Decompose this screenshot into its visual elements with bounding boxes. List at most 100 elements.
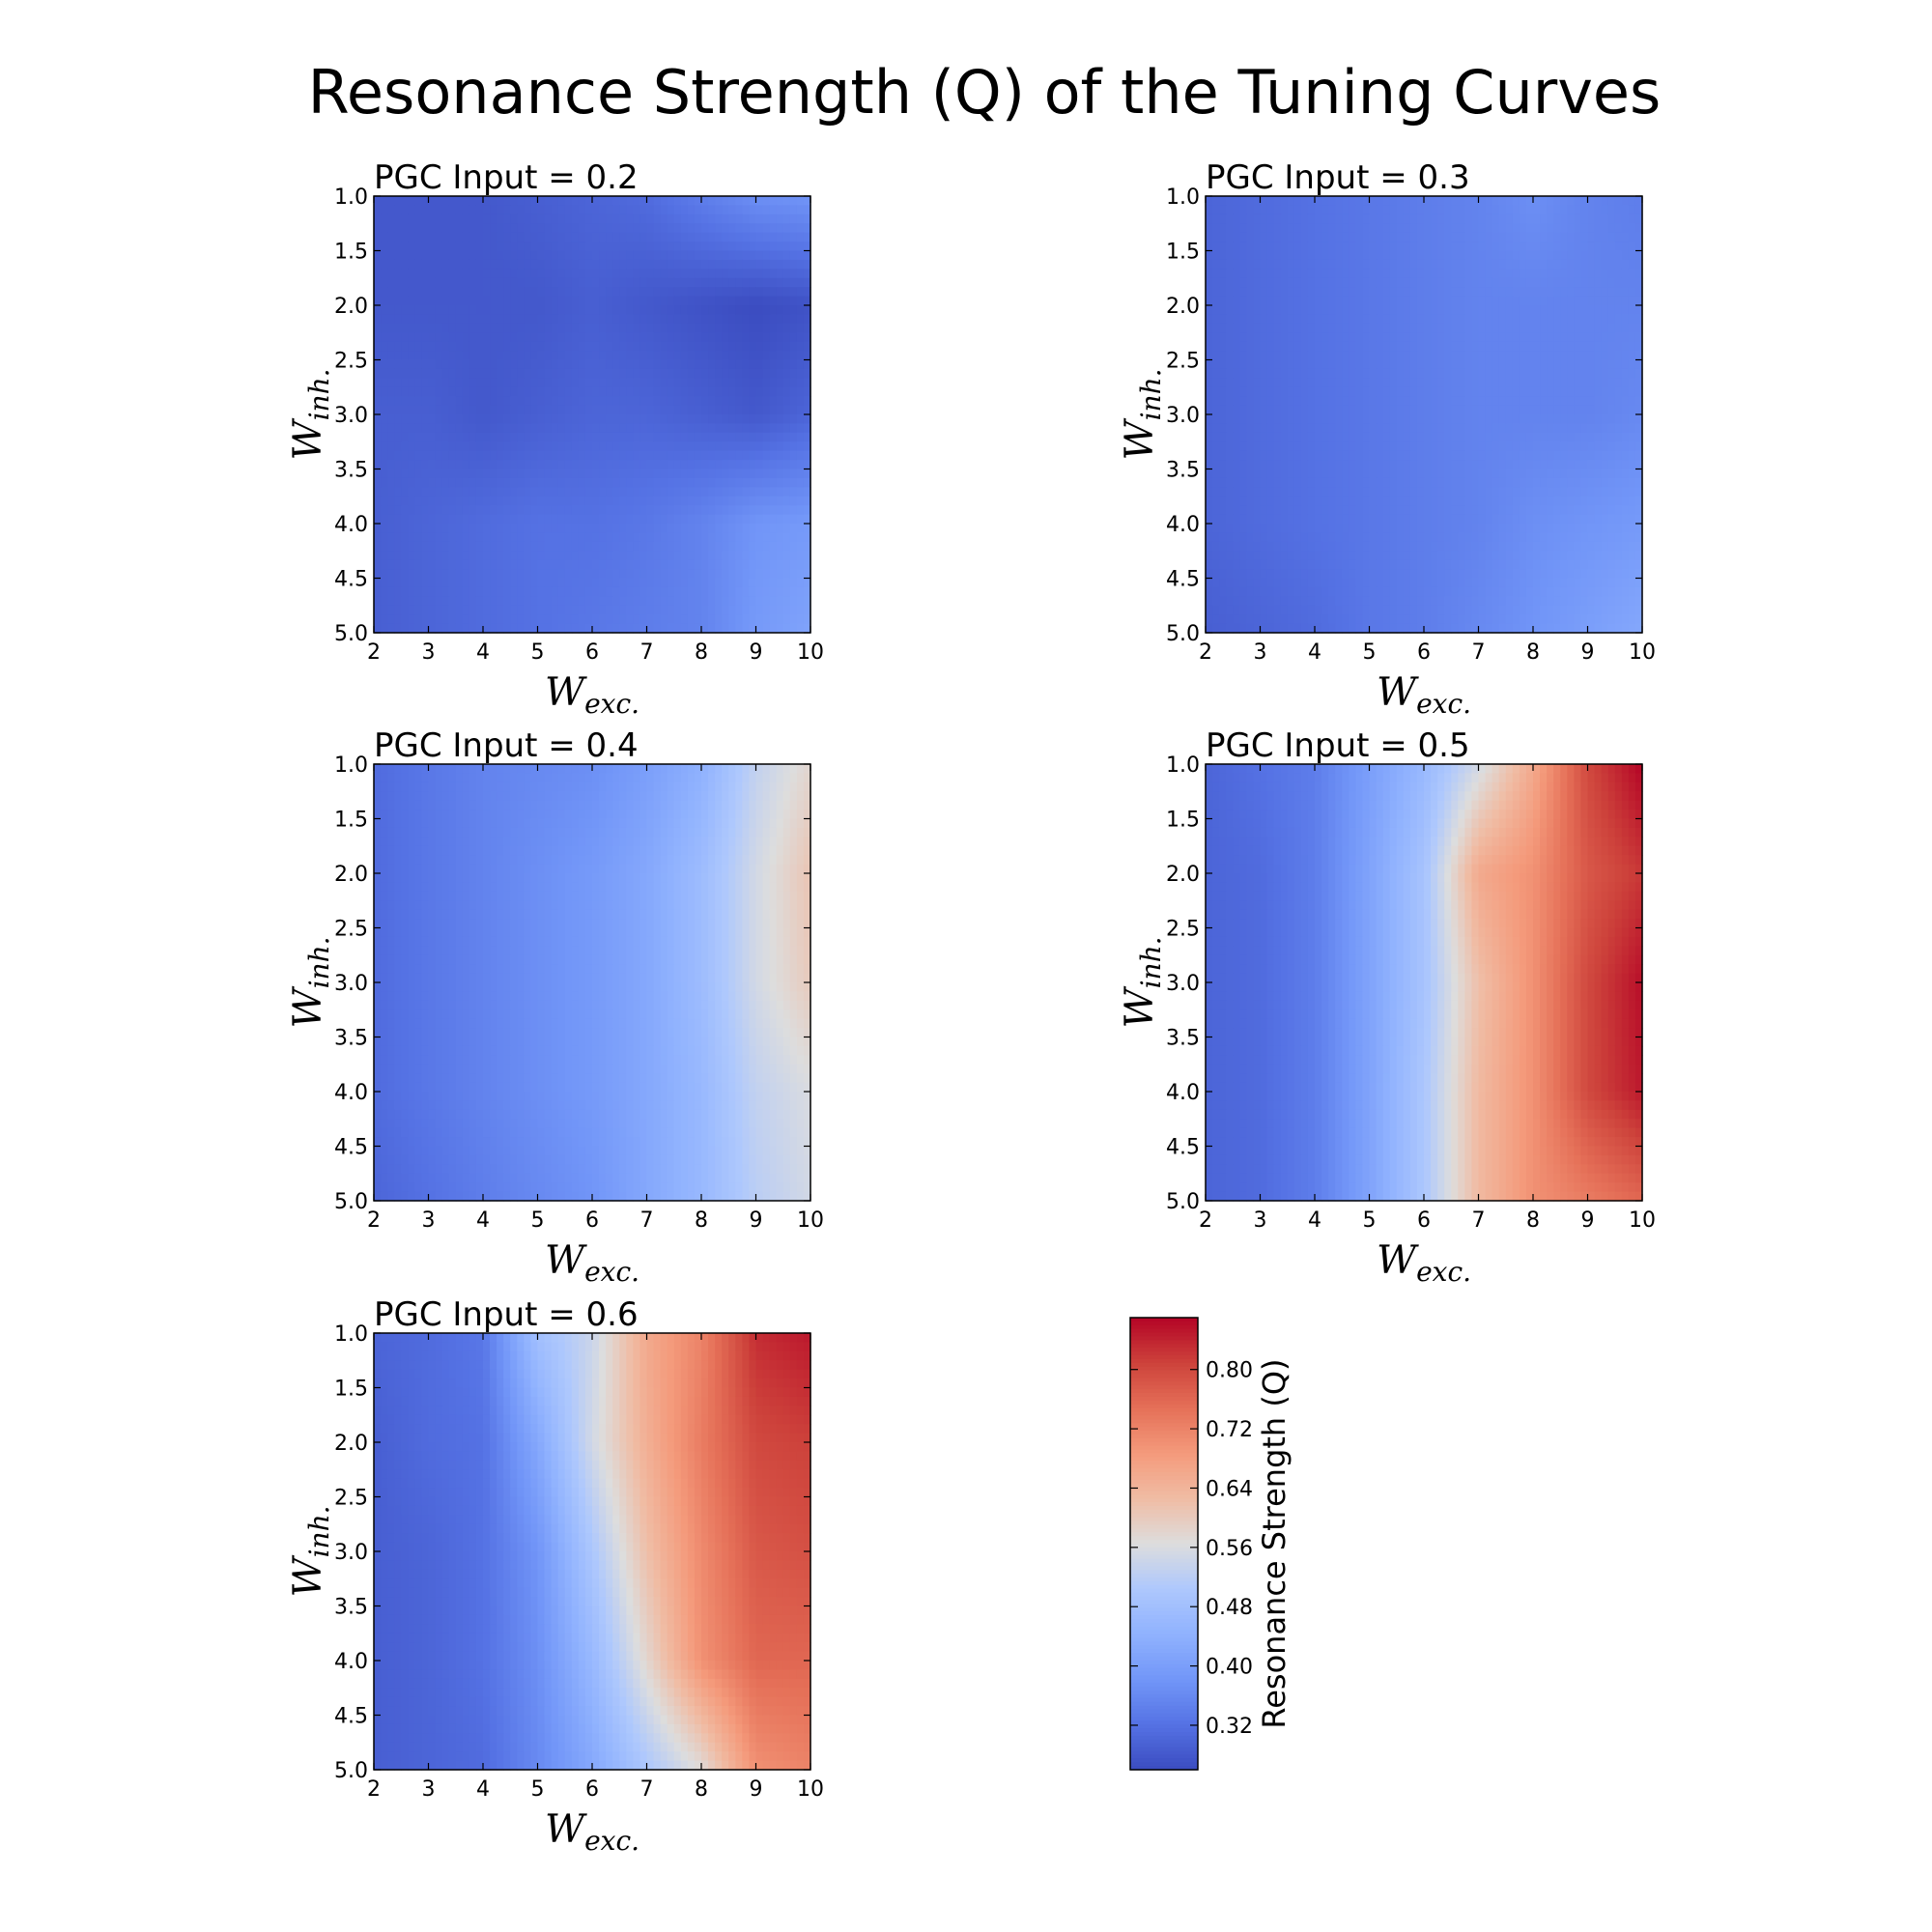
heatmap-cell <box>626 505 634 516</box>
heatmap-cell <box>374 623 382 634</box>
heatmap-cell <box>1335 305 1343 316</box>
heatmap-cell <box>1485 305 1493 316</box>
heatmap-cell <box>749 477 757 488</box>
heatmap-cell <box>1512 432 1520 442</box>
heatmap-cell <box>626 460 634 470</box>
heatmap-cell <box>687 605 696 615</box>
heatmap-cell <box>387 359 395 370</box>
heatmap-cell <box>469 623 477 634</box>
heatmap-cell <box>782 569 791 580</box>
heatmap-cell <box>1587 386 1596 397</box>
heatmap-cell <box>497 359 504 370</box>
heatmap-cell <box>1328 423 1336 434</box>
heatmap-cell <box>1300 296 1309 306</box>
heatmap-cell <box>1424 414 1432 425</box>
heatmap-cell <box>673 305 682 316</box>
heatmap-cell <box>584 505 593 516</box>
heatmap-cell <box>755 541 764 552</box>
heatmap-cell <box>530 487 539 497</box>
heatmap-cell <box>680 469 689 479</box>
heatmap-cell <box>584 341 593 352</box>
heatmap-cell <box>381 378 388 388</box>
heatmap-cell <box>694 614 702 625</box>
heatmap-cell <box>1614 250 1623 261</box>
heatmap-cell <box>524 351 532 361</box>
heatmap-cell <box>497 524 504 534</box>
heatmap-cell <box>414 477 423 488</box>
heatmap-cell <box>517 359 525 370</box>
heatmap-cell <box>769 205 778 215</box>
heatmap-cell <box>660 586 668 597</box>
heatmap-cell <box>1505 332 1514 343</box>
heatmap-cell <box>1492 396 1500 407</box>
heatmap-cell <box>803 341 811 352</box>
heatmap-cell <box>626 487 634 497</box>
heatmap-cell <box>782 596 791 607</box>
heatmap-cell <box>510 242 518 252</box>
heatmap-cell <box>1300 432 1309 442</box>
heatmap-cell <box>462 269 470 279</box>
heatmap-cell <box>1362 450 1371 461</box>
heatmap-cell <box>401 450 409 461</box>
heatmap-cell <box>1328 287 1336 298</box>
heatmap-cell <box>728 332 736 343</box>
heatmap-cell <box>653 259 662 270</box>
heatmap-cell <box>435 524 443 534</box>
heatmap-cell <box>401 223 409 234</box>
heatmap-cell <box>701 259 709 270</box>
heatmap-cell <box>1342 305 1350 316</box>
heatmap-cell <box>497 559 504 570</box>
heatmap-cell <box>1396 368 1405 379</box>
heatmap-cell <box>612 505 620 516</box>
heatmap-cell <box>1239 323 1247 333</box>
heatmap-cell <box>1628 213 1636 224</box>
heatmap-cell <box>796 314 805 325</box>
heatmap-cell <box>490 405 497 415</box>
heatmap-cell <box>381 423 388 434</box>
heatmap-cell <box>1444 351 1452 361</box>
heatmap-cell <box>441 232 450 242</box>
heatmap-cell <box>1219 368 1227 379</box>
heatmap-cell <box>1335 242 1343 252</box>
heatmap-cell <box>557 287 566 298</box>
heatmap-cell <box>646 332 655 343</box>
heatmap-cell <box>530 477 539 488</box>
heatmap-cell <box>626 242 634 252</box>
heatmap-cell <box>1253 450 1262 461</box>
heatmap-cell <box>1464 323 1473 333</box>
heatmap-cell <box>1342 196 1350 207</box>
heatmap-cell <box>1478 368 1487 379</box>
heatmap-cell <box>441 213 450 224</box>
heatmap-cell <box>387 487 395 497</box>
heatmap-cell <box>1253 287 1262 298</box>
heatmap-cell <box>530 205 539 215</box>
heatmap-cell <box>1315 332 1322 343</box>
heatmap-cell <box>626 586 634 597</box>
heatmap-cell <box>619 551 627 561</box>
heatmap-cell <box>1505 259 1514 270</box>
heatmap-cell <box>557 242 566 252</box>
heatmap-cell <box>584 524 593 534</box>
heatmap-cell <box>1206 213 1213 224</box>
heatmap-cell <box>584 414 593 425</box>
heatmap-cell <box>1574 196 1582 207</box>
heatmap-cell <box>1498 287 1507 298</box>
heatmap-cell <box>653 469 662 479</box>
heatmap-cell <box>1307 450 1316 461</box>
heatmap-cell <box>1594 269 1603 279</box>
heatmap-cell <box>435 351 443 361</box>
heatmap-cell <box>1547 223 1554 234</box>
heatmap-cell <box>1451 232 1459 242</box>
heatmap-cell <box>1335 386 1343 397</box>
heatmap-cell <box>633 460 641 470</box>
heatmap-cell <box>1431 351 1438 361</box>
heatmap-cell <box>571 223 580 234</box>
heatmap-cell <box>503 213 511 224</box>
heatmap-cell <box>1206 269 1213 279</box>
heatmap-cell <box>421 414 430 425</box>
heatmap-cell <box>660 432 668 442</box>
heatmap-cell <box>769 269 778 279</box>
heatmap-cell <box>1287 213 1295 224</box>
heatmap-cell <box>524 323 532 333</box>
heatmap-cell <box>441 341 450 352</box>
